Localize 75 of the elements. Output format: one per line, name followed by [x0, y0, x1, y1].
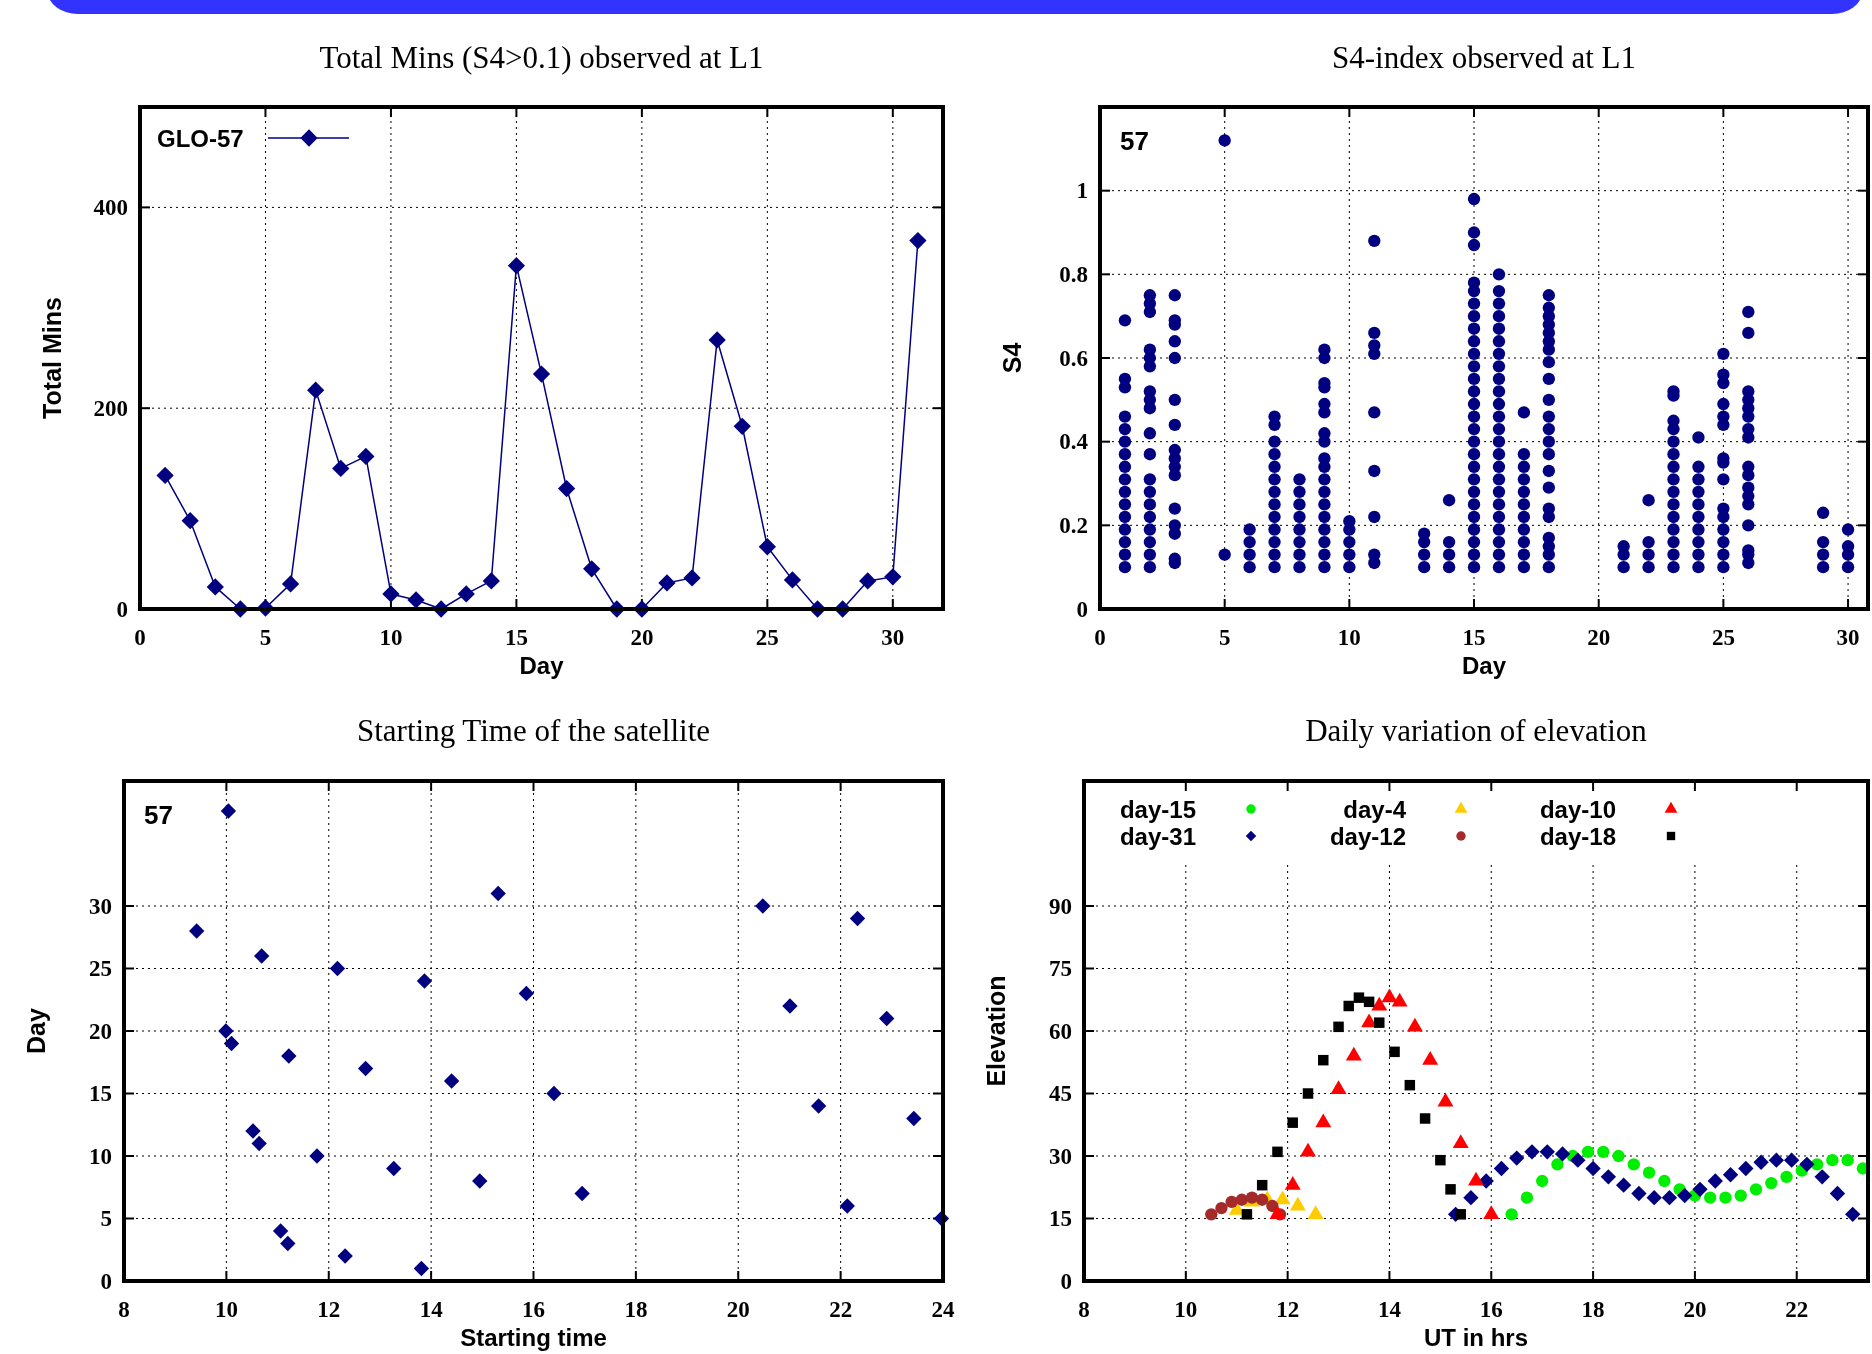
chart-title: Total Mins (S4>0.1) observed at L1 — [319, 39, 764, 75]
x-tick-label: 25 — [1711, 624, 1735, 650]
y-tick-label: 90 — [1049, 893, 1072, 919]
x-tick-label: 20 — [1587, 624, 1611, 650]
legend-label: day-15 — [1119, 795, 1196, 823]
x-tick-label: 16 — [1479, 1296, 1503, 1322]
legend-label: GLO-57 — [157, 124, 244, 152]
x-tick-label: 22 — [1785, 1296, 1809, 1322]
x-tick-label: 12 — [1276, 1296, 1300, 1322]
annotation: 57 — [144, 800, 173, 830]
x-tick-label: 18 — [624, 1296, 648, 1322]
x-tick-label: 16 — [522, 1296, 545, 1322]
legend-label: day-12 — [1329, 822, 1406, 850]
y-tick-label: 15 — [1049, 1206, 1072, 1231]
legend-label: day-10 — [1539, 795, 1616, 823]
y-tick-label: 0.4 — [1059, 429, 1089, 455]
y-tick-label: 0 — [116, 596, 128, 622]
y-axis-title: S4 — [998, 342, 1026, 374]
x-tick-label: 14 — [419, 1296, 444, 1322]
y-tick-label: 1 — [1076, 178, 1088, 204]
y-axis-title: Total Mins — [38, 297, 66, 419]
y-axis-title: Day — [22, 1007, 50, 1054]
y-tick-label: 15 — [89, 1081, 112, 1106]
y-tick-label: 25 — [89, 956, 112, 981]
x-axis-title: Day — [519, 651, 565, 679]
x-tick-label: 10 — [1337, 624, 1361, 650]
x-tick-label: 24 — [931, 1296, 955, 1322]
x-tick-label: 18 — [1581, 1296, 1605, 1322]
x-tick-label: 20 — [726, 1296, 750, 1322]
x-tick-label: 10 — [1174, 1296, 1198, 1322]
y-tick-label: 30 — [89, 893, 112, 919]
y-tick-label: 20 — [89, 1018, 112, 1044]
y-tick-label: 10 — [89, 1143, 112, 1169]
x-tick-label: 8 — [1078, 1296, 1090, 1322]
chart-title: Daily variation of elevation — [1305, 712, 1648, 748]
y-tick-label: 0.6 — [1059, 345, 1088, 371]
chart-title: S4-index observed at L1 — [1332, 39, 1636, 75]
y-axis-title: Elevation — [982, 975, 1010, 1087]
y-tick-label: 0 — [1076, 596, 1088, 622]
x-tick-label: 0 — [1094, 624, 1106, 650]
x-tick-label: 15 — [1462, 624, 1486, 650]
y-tick-label: 5 — [100, 1206, 112, 1231]
legend-label: day-31 — [1119, 822, 1196, 850]
x-tick-label: 22 — [829, 1296, 853, 1322]
legend-label: day-4 — [1343, 795, 1407, 823]
y-tick-label: 0.2 — [1059, 512, 1088, 538]
annotation: 57 — [1120, 126, 1149, 156]
y-tick-label: 45 — [1049, 1081, 1072, 1106]
y-tick-label: 400 — [93, 194, 128, 220]
y-tick-label: 60 — [1049, 1018, 1072, 1044]
x-tick-label: 14 — [1377, 1296, 1402, 1322]
x-tick-label: 20 — [1683, 1296, 1707, 1322]
x-tick-label: 5 — [1218, 624, 1231, 650]
x-tick-label: 30 — [1836, 624, 1860, 650]
x-tick-label: 15 — [504, 624, 528, 650]
y-tick-label: 0 — [100, 1268, 112, 1294]
y-tick-label: 30 — [1049, 1143, 1072, 1169]
x-tick-label: 0 — [134, 624, 146, 650]
y-tick-label: 75 — [1049, 956, 1072, 981]
y-tick-label: 0 — [1060, 1268, 1072, 1294]
x-axis-title: Day — [1461, 651, 1507, 679]
x-tick-label: 20 — [630, 624, 654, 650]
y-tick-label: 200 — [93, 395, 128, 421]
x-tick-label: 5 — [259, 624, 272, 650]
x-tick-label: 25 — [755, 624, 779, 650]
x-tick-label: 10 — [214, 1296, 238, 1322]
x-axis-title: UT in hrs — [1423, 1323, 1529, 1351]
chart-title: Starting Time of the satellite — [356, 712, 711, 748]
x-tick-label: 8 — [118, 1296, 130, 1322]
legend-label: day-18 — [1539, 822, 1616, 850]
y-tick-label: 0.8 — [1059, 261, 1088, 287]
x-axis-title: Starting time — [460, 1323, 607, 1351]
x-tick-label: 12 — [317, 1296, 341, 1322]
x-tick-label: 10 — [379, 624, 403, 650]
x-tick-label: 30 — [881, 624, 905, 650]
